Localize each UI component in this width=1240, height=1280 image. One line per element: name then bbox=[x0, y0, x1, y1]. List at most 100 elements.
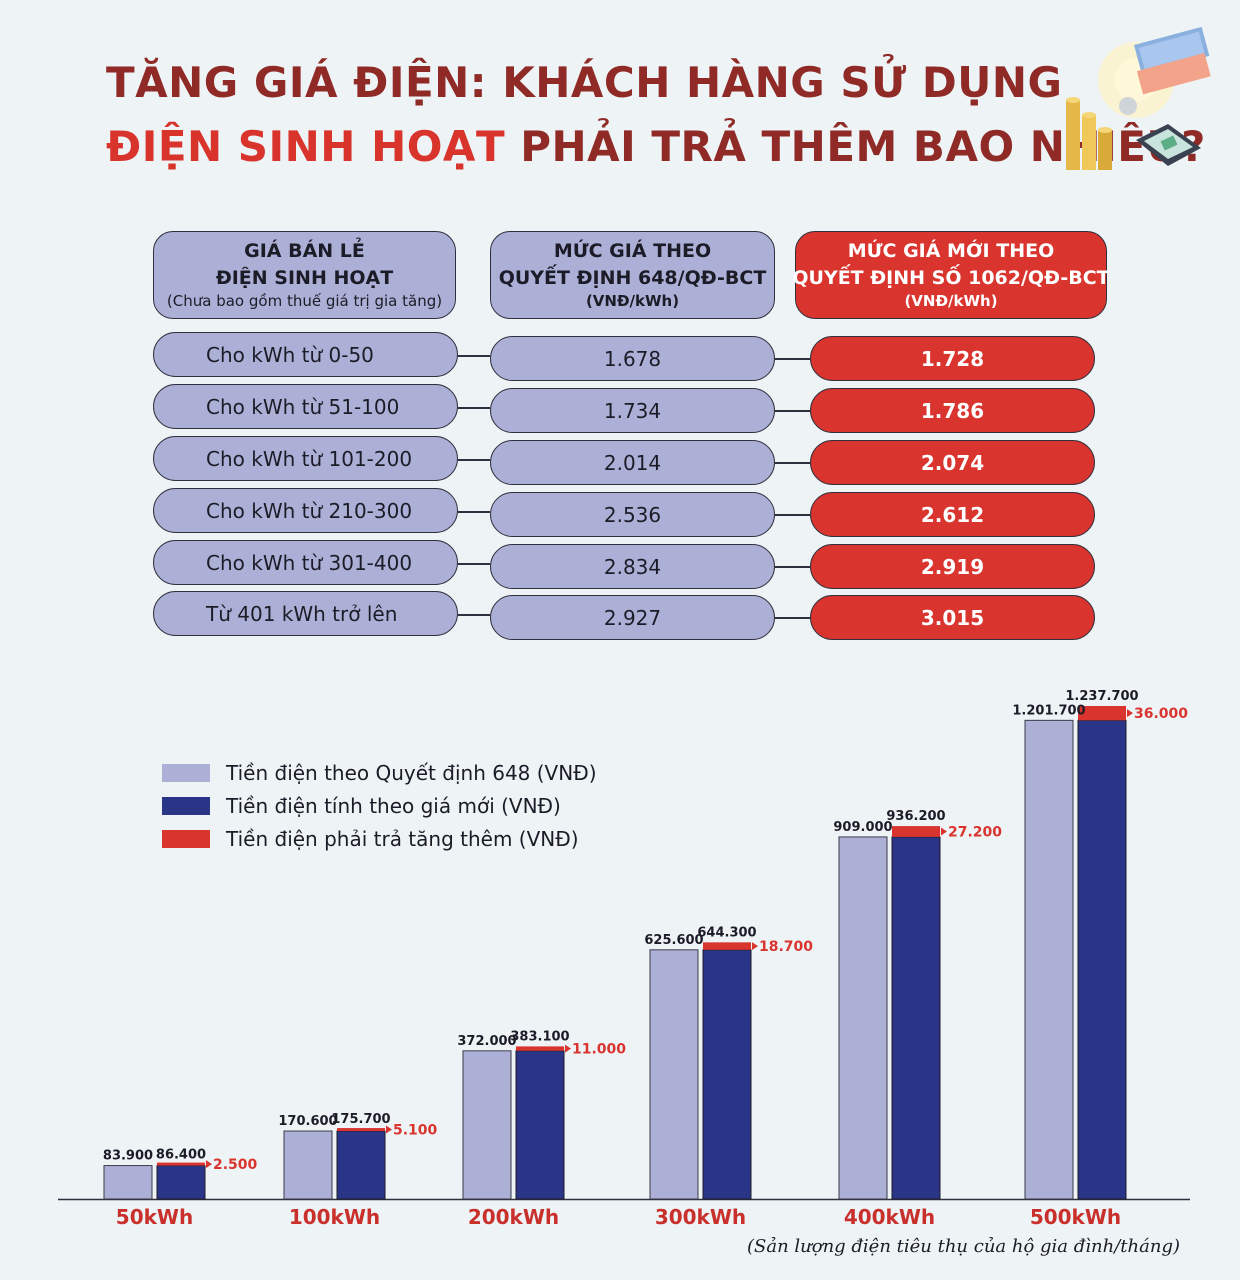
header-new-price: MỨC GIÁ MỚI THEO QUYẾT ĐỊNH SỐ 1062/QĐ-B… bbox=[792, 231, 1110, 319]
bar-old bbox=[649, 949, 699, 1200]
row-connector bbox=[775, 410, 810, 412]
header-new-unit: (VNĐ/kWh) bbox=[904, 292, 998, 311]
value-label-new: 86.400 bbox=[156, 1148, 206, 1163]
value-label-increase: 18.700 bbox=[759, 939, 813, 955]
row-connector bbox=[458, 563, 490, 565]
row-connector bbox=[458, 459, 490, 461]
row-old-price: 1.678 bbox=[490, 336, 775, 381]
row-new-price: 3.015 bbox=[810, 595, 1095, 640]
header-new-line1: MỨC GIÁ MỚI THEO bbox=[847, 239, 1055, 262]
legend-item-old: Tiền điện theo Quyết định 648 (VNĐ) bbox=[162, 761, 597, 785]
value-label-increase: 36.000 bbox=[1134, 706, 1188, 722]
header-retail-line2: ĐIỆN SINH HOẠT bbox=[215, 266, 394, 289]
increase-arrow bbox=[565, 1044, 571, 1053]
row-label: Cho kWh từ 101-200 bbox=[153, 436, 458, 481]
increase-arrow bbox=[1127, 709, 1133, 718]
legend-item-new: Tiền điện tính theo giá mới (VNĐ) bbox=[162, 794, 561, 818]
row-connector bbox=[458, 355, 490, 357]
row-connector bbox=[775, 566, 810, 568]
category-label: 100kWh bbox=[289, 1205, 380, 1229]
row-old-price: 2.014 bbox=[490, 440, 775, 485]
category-label: 300kWh bbox=[655, 1205, 746, 1229]
header-new-line2: QUYẾT ĐỊNH SỐ 1062/QĐ-BCT bbox=[792, 266, 1110, 289]
row-new-price: 2.074 bbox=[810, 440, 1095, 485]
bar-old bbox=[283, 1130, 333, 1200]
row-label: Cho kWh từ 210-300 bbox=[153, 488, 458, 533]
row-connector bbox=[458, 614, 490, 616]
bar-new bbox=[515, 1050, 565, 1200]
bar-increase bbox=[157, 1162, 205, 1166]
value-label-old: 625.600 bbox=[644, 933, 703, 948]
row-old-price: 2.927 bbox=[490, 595, 775, 640]
row-connector bbox=[775, 462, 810, 464]
row-new-price: 1.728 bbox=[810, 336, 1095, 381]
bar-increase bbox=[516, 1046, 564, 1051]
row-new-price: 1.786 bbox=[810, 388, 1095, 433]
bar-new bbox=[336, 1130, 386, 1200]
category-label: 200kWh bbox=[468, 1205, 559, 1229]
bar-increase bbox=[337, 1128, 385, 1132]
bar-old bbox=[1024, 719, 1074, 1200]
row-old-price: 2.536 bbox=[490, 492, 775, 537]
category-label: 400kWh bbox=[844, 1205, 935, 1229]
row-label: Cho kWh từ 301-400 bbox=[153, 540, 458, 585]
row-connector bbox=[775, 617, 810, 619]
legend-label-old: Tiền điện theo Quyết định 648 (VNĐ) bbox=[226, 761, 597, 785]
value-label-new: 1.237.700 bbox=[1065, 689, 1138, 704]
header-old-line1: MỨC GIÁ THEO bbox=[553, 239, 712, 262]
row-connector bbox=[458, 407, 490, 409]
bar-new bbox=[891, 836, 941, 1200]
value-label-old: 372.000 bbox=[457, 1034, 516, 1049]
bar-increase bbox=[892, 826, 940, 837]
increase-arrow bbox=[752, 942, 758, 951]
value-label-increase: 2.500 bbox=[213, 1157, 258, 1173]
row-connector bbox=[458, 511, 490, 513]
money-lightbulb-illustration bbox=[1066, 26, 1211, 170]
value-label-increase: 11.000 bbox=[572, 1042, 626, 1058]
value-label-new: 175.700 bbox=[331, 1112, 390, 1127]
increase-arrow bbox=[941, 827, 947, 836]
row-label: Cho kWh từ 51-100 bbox=[153, 384, 458, 429]
category-label: 500kWh bbox=[1030, 1205, 1121, 1229]
row-new-price: 2.919 bbox=[810, 544, 1095, 589]
header-old-unit: (VNĐ/kWh) bbox=[585, 292, 680, 311]
bar-increase bbox=[1078, 706, 1126, 721]
row-label: Từ 401 kWh trở lên bbox=[153, 591, 458, 636]
bar-increase bbox=[703, 942, 751, 950]
header-retail-line1: GIÁ BÁN LẺ bbox=[244, 239, 365, 262]
bar-new bbox=[702, 949, 752, 1200]
header-retail-price: GIÁ BÁN LẺ ĐIỆN SINH HOẠT (Chưa bao gồm … bbox=[153, 231, 456, 319]
header-old-line2: QUYẾT ĐỊNH 648/QĐ-BCT bbox=[498, 266, 767, 289]
bar-new bbox=[156, 1165, 206, 1200]
value-label-old: 170.600 bbox=[278, 1114, 337, 1129]
increase-arrow bbox=[206, 1160, 212, 1169]
header-retail-note: (Chưa bao gồm thuế giá trị gia tăng) bbox=[166, 292, 443, 311]
value-label-old: 1.201.700 bbox=[1012, 703, 1085, 718]
category-label: 50kWh bbox=[116, 1205, 193, 1229]
row-connector bbox=[775, 358, 810, 360]
bar-old bbox=[838, 836, 888, 1200]
value-label-new: 383.100 bbox=[510, 1029, 569, 1044]
legend-swatch-increase bbox=[162, 830, 210, 848]
legend-label-new: Tiền điện tính theo giá mới (VNĐ) bbox=[226, 794, 561, 818]
value-label-old: 83.900 bbox=[103, 1149, 153, 1164]
legend-label-increase: Tiền điện phải trả tăng thêm (VNĐ) bbox=[226, 827, 579, 851]
title-highlight: ĐIỆN SINH HOẠT bbox=[106, 122, 506, 171]
value-label-increase: 5.100 bbox=[393, 1123, 438, 1139]
row-old-price: 2.834 bbox=[490, 544, 775, 589]
legend-swatch-new bbox=[162, 797, 210, 815]
title-line-1: TĂNG GIÁ ĐIỆN: KHÁCH HÀNG SỬ DỤNG bbox=[106, 58, 1063, 107]
bar-new bbox=[1077, 719, 1127, 1200]
legend-item-increase: Tiền điện phải trả tăng thêm (VNĐ) bbox=[162, 827, 579, 851]
x-axis-caption: (Sản lượng điện tiêu thụ của hộ gia đình… bbox=[746, 1236, 1180, 1257]
value-label-new: 644.300 bbox=[697, 925, 756, 940]
value-label-increase: 27.200 bbox=[948, 825, 1002, 841]
value-label-new: 936.200 bbox=[886, 809, 945, 824]
legend-swatch-old bbox=[162, 764, 210, 782]
bar-old bbox=[462, 1050, 512, 1200]
title-line-2: ĐIỆN SINH HOẠT PHẢI TRẢ THÊM BAO NHIÊU? bbox=[106, 122, 1206, 171]
header-old-price: MỨC GIÁ THEO QUYẾT ĐỊNH 648/QĐ-BCT (VNĐ/… bbox=[490, 231, 775, 319]
bar-old bbox=[103, 1165, 153, 1200]
row-label: Cho kWh từ 0-50 bbox=[153, 332, 458, 377]
